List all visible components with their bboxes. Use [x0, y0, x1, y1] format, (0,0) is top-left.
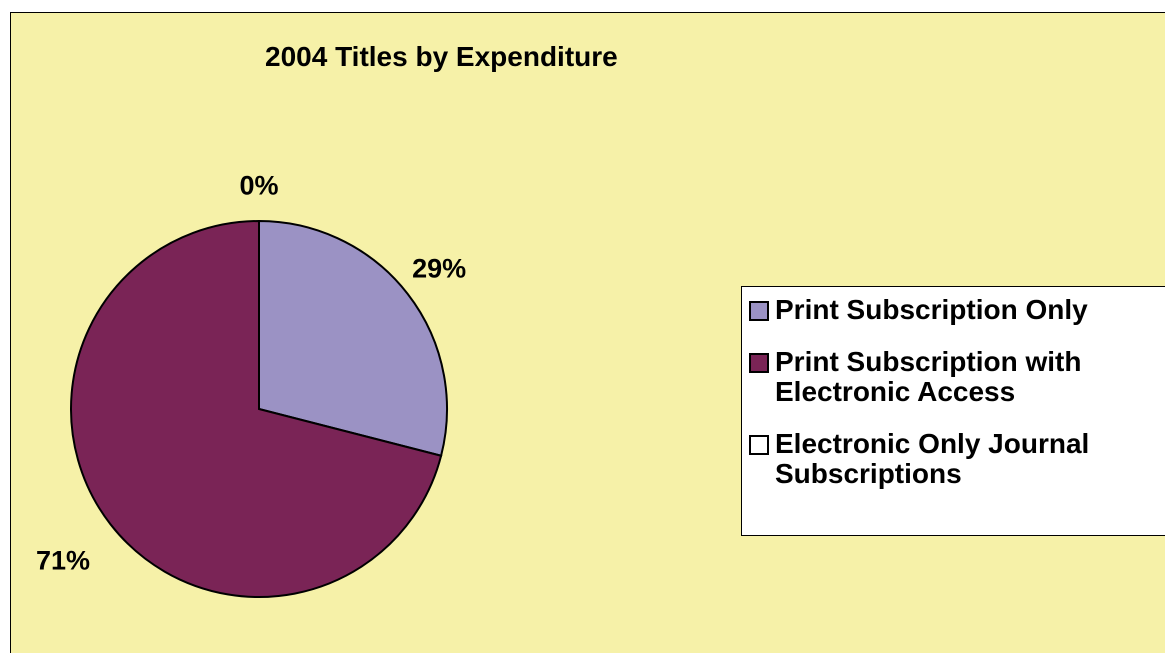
pie-slice-print-only [258, 219, 448, 457]
legend-item-electronic-only: Electronic Only Journal Subscriptions [749, 429, 1165, 489]
chart-title: 2004 Titles by Expenditure [265, 41, 618, 72]
legend-label-electronic-only: Electronic Only Journal Subscriptions [775, 428, 1090, 489]
data-label-print-electronic: 71% [36, 545, 91, 576]
legend-label-print-electronic: Print Subscription with Electronic Acces… [775, 346, 1082, 407]
data-label-electronic-only: 0% [239, 170, 279, 201]
data-label-print-only: 29% [412, 253, 467, 284]
legend: Print Subscription Only Print Subscripti… [741, 286, 1165, 536]
legend-swatch-print-electronic [749, 353, 769, 373]
pie-chart [70, 219, 448, 598]
legend-item-print-only: Print Subscription Only [749, 295, 1165, 325]
legend-label-print-only: Print Subscription Only [775, 294, 1088, 325]
legend-item-print-electronic: Print Subscription with Electronic Acces… [749, 347, 1165, 407]
chart-area: 2004 Titles by Expenditure 29% 71% 0% Prin… [10, 12, 1165, 653]
legend-swatch-print-only [749, 301, 769, 321]
legend-swatch-electronic-only [749, 435, 769, 455]
pie-slice-print-electronic [70, 219, 443, 598]
